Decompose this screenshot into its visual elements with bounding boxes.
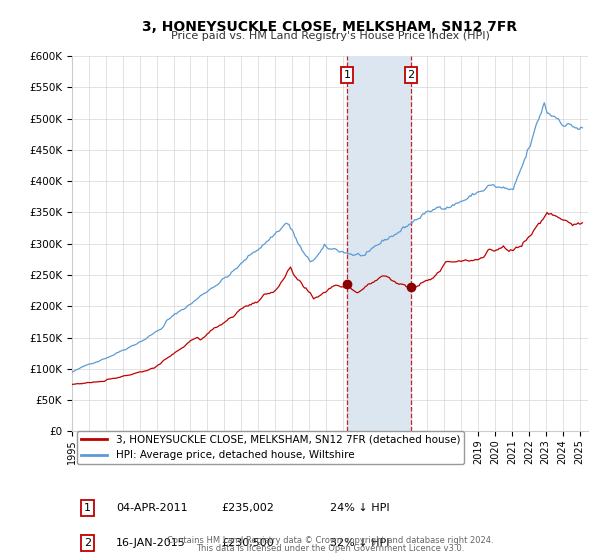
Text: 2: 2 bbox=[84, 538, 91, 548]
Text: £230,500: £230,500 bbox=[221, 538, 274, 548]
Text: 32% ↓ HPI: 32% ↓ HPI bbox=[330, 538, 389, 548]
Text: £235,002: £235,002 bbox=[221, 503, 275, 513]
Text: 3, HONEYSUCKLE CLOSE, MELKSHAM, SN12 7FR: 3, HONEYSUCKLE CLOSE, MELKSHAM, SN12 7FR bbox=[142, 20, 518, 34]
Text: 24% ↓ HPI: 24% ↓ HPI bbox=[330, 503, 389, 513]
Text: This data is licensed under the Open Government Licence v3.0.: This data is licensed under the Open Gov… bbox=[196, 544, 464, 553]
Text: 04-APR-2011: 04-APR-2011 bbox=[116, 503, 187, 513]
Text: Contains HM Land Registry data © Crown copyright and database right 2024.: Contains HM Land Registry data © Crown c… bbox=[167, 536, 493, 545]
Bar bbox=[347, 56, 411, 431]
Text: 16-JAN-2015: 16-JAN-2015 bbox=[116, 538, 185, 548]
Legend: 3, HONEYSUCKLE CLOSE, MELKSHAM, SN12 7FR (detached house), HPI: Average price, d: 3, HONEYSUCKLE CLOSE, MELKSHAM, SN12 7FR… bbox=[77, 431, 464, 464]
Text: 1: 1 bbox=[344, 70, 350, 80]
Text: 2: 2 bbox=[407, 70, 415, 80]
Text: 1: 1 bbox=[84, 503, 91, 513]
Text: Price paid vs. HM Land Registry's House Price Index (HPI): Price paid vs. HM Land Registry's House … bbox=[170, 31, 490, 41]
